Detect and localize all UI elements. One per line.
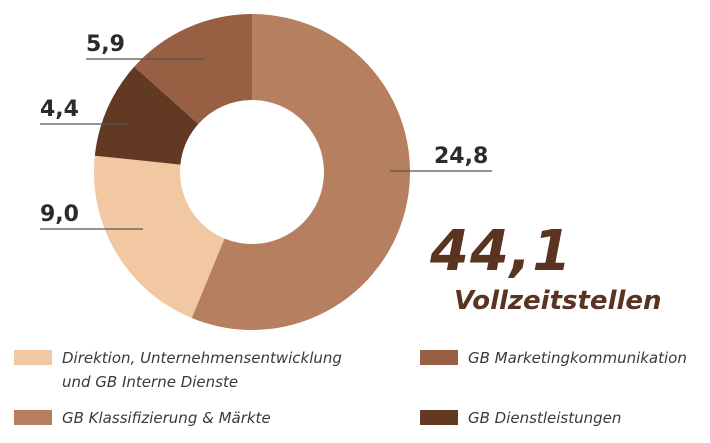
- value-label: 5,9: [86, 32, 125, 57]
- donut-slice: [191, 14, 410, 330]
- legend-label: GB Klassifizierung & Märkte: [62, 409, 271, 427]
- value-labels: 24,8 9,0 4,4 5,9: [40, 32, 488, 227]
- total-value: 44,1: [430, 219, 573, 284]
- legend-item-marketing: GB Marketingkommunikation: [420, 346, 687, 370]
- donut-slice: [94, 155, 225, 319]
- legend-label: GB Dienstleistungen: [468, 409, 622, 427]
- donut-slices: [94, 13, 410, 330]
- donut-slice: [134, 13, 252, 124]
- legend-swatch: [14, 410, 52, 425]
- legend-swatch: [420, 350, 458, 365]
- value-label: 9,0: [40, 202, 79, 227]
- value-label: 4,4: [40, 97, 79, 122]
- legend-swatch: [420, 410, 458, 425]
- value-label: 24,8: [434, 144, 488, 169]
- legend-item-klassifizierung: GB Klassifizierung & Märkte: [14, 406, 271, 430]
- legend-item-direktion: Direktion, Unternehmensentwicklung und G…: [14, 346, 342, 394]
- legend-swatch: [14, 350, 52, 365]
- legend-label: GB Marketingkommunikation: [468, 349, 687, 367]
- legend-item-dienstleistungen: GB Dienstleistungen: [420, 406, 621, 430]
- leader-lines: [40, 58, 492, 230]
- legend-label: Direktion, Unternehmensentwicklung und G…: [62, 349, 342, 391]
- donut-slice: [94, 66, 199, 165]
- total-label: Vollzeitstellen: [454, 286, 662, 316]
